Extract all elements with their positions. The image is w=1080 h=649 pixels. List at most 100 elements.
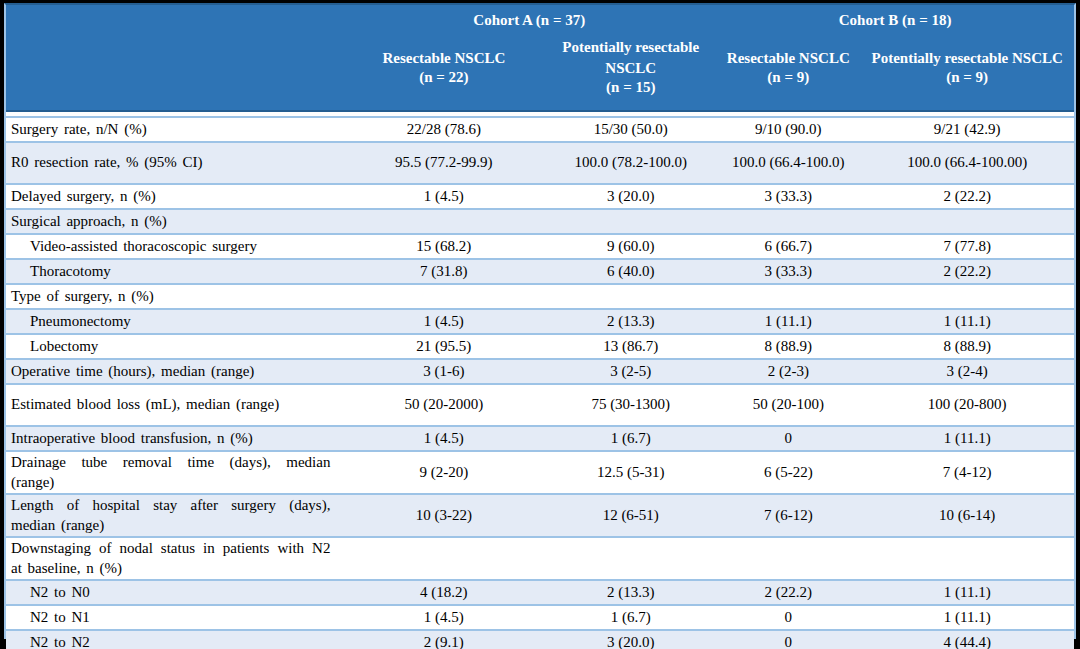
cell-value: 7 (6-12) <box>716 495 860 538</box>
table-row: N2 to N22 (9.1)3 (20.0)04 (44.4) <box>6 631 1074 649</box>
cell-value: 15/30 (50.0) <box>545 116 716 143</box>
row-label: Lobectomy <box>6 335 342 360</box>
cell-value: 3 (33.3) <box>716 260 860 285</box>
row-label: N2 to N1 <box>6 606 342 631</box>
row-label: N2 to N2 <box>6 631 342 649</box>
table-row: Type of surgery, n (%) <box>6 285 1074 310</box>
cell-value: 100.0 (66.4-100.0) <box>716 143 860 185</box>
corner-cell <box>6 32 342 116</box>
cohort-a-header: Cohort A (n = 37) <box>342 5 716 32</box>
cell-value: 3 (20.0) <box>545 185 716 210</box>
corner-cell <box>6 5 342 32</box>
column-n: (n = 15) <box>555 78 706 97</box>
table-header: Cohort A (n = 37) Cohort B (n = 18) Rese… <box>6 5 1074 116</box>
table-row: Operative time (hours), median (range)3 … <box>6 360 1074 385</box>
table-row: Length of hospital stay after surgery (d… <box>6 495 1074 538</box>
black-outer-frame: Cohort A (n = 37) Cohort B (n = 18) Rese… <box>0 0 1080 649</box>
cell-value <box>860 210 1074 235</box>
cell-value: 7 (31.8) <box>342 260 545 285</box>
cell-value: 3 (1-6) <box>342 360 545 385</box>
cell-value: 2 (22.2) <box>860 260 1074 285</box>
surgical-outcomes-table: Cohort A (n = 37) Cohort B (n = 18) Rese… <box>6 5 1074 649</box>
cell-value: 7 (4-12) <box>860 452 1074 495</box>
row-label: Downstaging of nodal status in patients … <box>6 538 342 581</box>
cell-value: 12 (6-51) <box>545 495 716 538</box>
cell-value: 4 (18.2) <box>342 581 545 606</box>
row-label: N2 to N0 <box>6 581 342 606</box>
cell-value: 6 (5-22) <box>716 452 860 495</box>
row-label: Delayed surgery, n (%) <box>6 185 342 210</box>
table-row: Surgical approach, n (%) <box>6 210 1074 235</box>
column-n: (n = 9) <box>870 68 1064 87</box>
cohort-b-header: Cohort B (n = 18) <box>716 5 1074 32</box>
cell-value: 9/10 (90.0) <box>716 116 860 143</box>
row-label: Drainage tube removal time (days), media… <box>6 452 342 495</box>
cell-value <box>545 538 716 581</box>
table-row: Estimated blood loss (mL), median (range… <box>6 385 1074 427</box>
cell-value: 9 (2-20) <box>342 452 545 495</box>
column-header-potentially-resectable-a: Potentially resectable NSCLC (n = 15) <box>545 32 716 116</box>
cell-value <box>545 210 716 235</box>
table-row: Lobectomy21 (95.5)13 (86.7)8 (88.9)8 (88… <box>6 335 1074 360</box>
cell-value: 2 (2-3) <box>716 360 860 385</box>
cell-value: 1 (11.1) <box>860 427 1074 452</box>
cell-value <box>716 210 860 235</box>
cell-value <box>342 538 545 581</box>
cell-value: 1 (11.1) <box>860 606 1074 631</box>
cell-value: 1 (6.7) <box>545 427 716 452</box>
row-label: Length of hospital stay after surgery (d… <box>6 495 342 538</box>
cell-value: 10 (3-22) <box>342 495 545 538</box>
column-name: Potentially resectable NSCLC <box>555 37 706 78</box>
cell-value: 1 (11.1) <box>860 310 1074 335</box>
table-row: Delayed surgery, n (%)1 (4.5)3 (20.0)3 (… <box>6 185 1074 210</box>
table-row: Pneumonectomy1 (4.5)2 (13.3)1 (11.1)1 (1… <box>6 310 1074 335</box>
table-border: Cohort A (n = 37) Cohort B (n = 18) Rese… <box>4 3 1076 639</box>
cell-value <box>716 285 860 310</box>
column-header-potentially-resectable-b: Potentially resectable NSCLC (n = 9) <box>860 32 1074 116</box>
cell-value: 8 (88.9) <box>716 335 860 360</box>
table-row: Thoracotomy7 (31.8)6 (40.0)3 (33.3)2 (22… <box>6 260 1074 285</box>
table-body: Surgery rate, n/N (%)22/28 (78.6)15/30 (… <box>6 116 1074 649</box>
column-name: Potentially resectable NSCLC <box>870 48 1064 68</box>
cell-value: 3 (33.3) <box>716 185 860 210</box>
cell-value: 10 (6-14) <box>860 495 1074 538</box>
cell-value: 6 (40.0) <box>545 260 716 285</box>
cell-value <box>342 285 545 310</box>
cell-value: 100.0 (66.4-100.00) <box>860 143 1074 185</box>
cell-value: 75 (30-1300) <box>545 385 716 427</box>
cell-value: 1 (6.7) <box>545 606 716 631</box>
cell-value <box>716 538 860 581</box>
cell-value: 50 (20-2000) <box>342 385 545 427</box>
row-label: Thoracotomy <box>6 260 342 285</box>
cell-value: 2 (13.3) <box>545 310 716 335</box>
column-n: (n = 9) <box>726 68 850 87</box>
cell-value: 0 <box>716 606 860 631</box>
table-row: Downstaging of nodal status in patients … <box>6 538 1074 581</box>
cell-value: 9/21 (42.9) <box>860 116 1074 143</box>
cell-value <box>342 210 545 235</box>
cell-value: 0 <box>716 427 860 452</box>
column-name: Resectable NSCLC <box>352 48 535 68</box>
cell-value: 3 (2-4) <box>860 360 1074 385</box>
cell-value: 6 (66.7) <box>716 235 860 260</box>
cell-value: 2 (9.1) <box>342 631 545 649</box>
row-label: Surgical approach, n (%) <box>6 210 342 235</box>
cell-value: 1 (4.5) <box>342 310 545 335</box>
row-label: Pneumonectomy <box>6 310 342 335</box>
cell-value: 0 <box>716 631 860 649</box>
cell-value: 21 (95.5) <box>342 335 545 360</box>
cell-value: 95.5 (77.2-99.9) <box>342 143 545 185</box>
column-header-resectable-b: Resectable NSCLC (n = 9) <box>716 32 860 116</box>
cell-value: 2 (22.2) <box>716 581 860 606</box>
cell-value: 100 (20-800) <box>860 385 1074 427</box>
cell-value <box>860 285 1074 310</box>
cell-value: 12.5 (5-31) <box>545 452 716 495</box>
table-row: N2 to N04 (18.2)2 (13.3)2 (22.2)1 (11.1) <box>6 581 1074 606</box>
cell-value: 50 (20-100) <box>716 385 860 427</box>
cohort-header-row: Cohort A (n = 37) Cohort B (n = 18) <box>6 5 1074 32</box>
column-header-row: Resectable NSCLC (n = 22) Potentially re… <box>6 32 1074 116</box>
cell-value: 3 (20.0) <box>545 631 716 649</box>
cell-value <box>545 285 716 310</box>
cell-value: 9 (60.0) <box>545 235 716 260</box>
cell-value: 1 (11.1) <box>716 310 860 335</box>
